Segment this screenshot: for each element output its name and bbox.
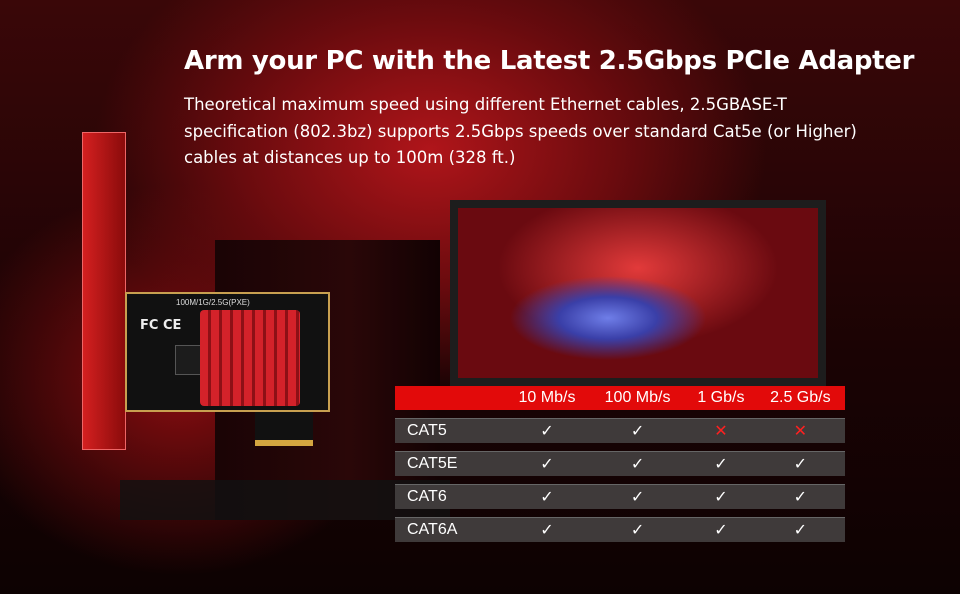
table-row: CAT5E ✓ ✓ ✓ ✓ [395, 451, 845, 476]
heatsink [200, 310, 300, 406]
check-icon: ✓ [589, 418, 687, 443]
check-icon: ✓ [505, 517, 589, 542]
check-icon: ✓ [686, 451, 756, 476]
column-header: 10 Mb/s [505, 386, 589, 410]
check-icon: ✓ [755, 451, 845, 476]
table-row: CAT5 ✓ ✓ ✕ ✕ [395, 418, 845, 443]
cable-type: CAT5E [395, 451, 505, 476]
monitor [450, 200, 826, 386]
pcb-label: 100M/1G/2.5G(PXE) [176, 298, 250, 307]
check-icon: ✓ [589, 517, 687, 542]
table-row: CAT6A ✓ ✓ ✓ ✓ [395, 517, 845, 542]
check-icon: ✓ [755, 517, 845, 542]
cable-type: CAT5 [395, 418, 505, 443]
check-icon: ✓ [505, 418, 589, 443]
column-header [395, 386, 505, 410]
column-header: 100 Mb/s [589, 386, 687, 410]
check-icon: ✓ [589, 451, 687, 476]
check-icon: ✓ [505, 451, 589, 476]
cross-icon: ✕ [755, 418, 845, 443]
check-icon: ✓ [686, 517, 756, 542]
check-icon: ✓ [589, 484, 687, 509]
column-header: 2.5 Gb/s [755, 386, 845, 410]
pcie-connector [255, 412, 313, 446]
check-icon: ✓ [755, 484, 845, 509]
monitor-screen-car-image [458, 208, 818, 378]
pcie-bracket [82, 132, 126, 450]
cable-type: CAT6A [395, 517, 505, 542]
table-row: CAT6 ✓ ✓ ✓ ✓ [395, 484, 845, 509]
cable-type: CAT6 [395, 484, 505, 509]
certification-marks: FC CE [140, 318, 182, 333]
description: Theoretical maximum speed using differen… [184, 95, 857, 167]
cable-speed-table: 10 Mb/s 100 Mb/s 1 Gb/s 2.5 Gb/s CAT5 ✓ ✓ ✕ ✕ CA… [395, 378, 845, 550]
check-icon: ✓ [686, 484, 756, 509]
check-icon: ✓ [505, 484, 589, 509]
headline: Arm your PC with the Latest 2.5Gbps PCIe… [184, 46, 915, 76]
cross-icon: ✕ [686, 418, 756, 443]
column-header: 1 Gb/s [686, 386, 756, 410]
